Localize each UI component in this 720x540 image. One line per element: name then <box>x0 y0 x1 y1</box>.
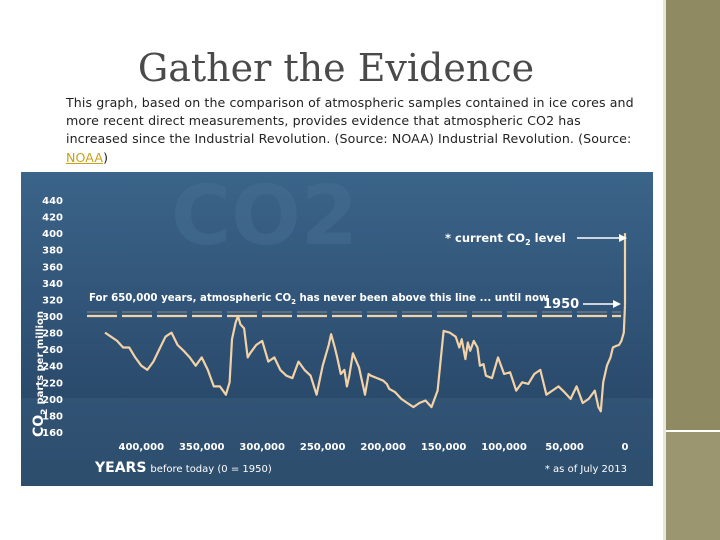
x-tick-label: 200,000 <box>360 442 406 453</box>
y-tick-label: 240 <box>42 362 63 373</box>
y-tick-label: 420 <box>42 213 63 224</box>
noaa-source-link[interactable]: NOAA <box>66 149 104 165</box>
decorative-sidebar-lower <box>666 432 720 540</box>
y-tick-label: 380 <box>42 246 63 257</box>
x-tick-label: 300,000 <box>239 442 285 453</box>
slide-description: This graph, based on the comparison of a… <box>66 94 636 167</box>
co2-ice-core-line <box>104 305 627 413</box>
x-tick-label: 50,000 <box>545 442 584 453</box>
y-tick-label: 200 <box>42 395 63 406</box>
y-tick-label: 360 <box>42 262 63 273</box>
x-tick-label: 250,000 <box>300 442 346 453</box>
ice-texture <box>21 398 653 486</box>
co2-watermark: CO2 <box>171 172 358 264</box>
x-tick-label: 400,000 <box>119 442 165 453</box>
x-axis-label: YEARS before today (0 = 1950) <box>94 460 272 476</box>
chart-background <box>21 172 653 486</box>
current-level-annotation: * current CO2 level <box>445 231 566 247</box>
x-tick-label: 350,000 <box>179 442 225 453</box>
footnote: * as of July 2013 <box>545 464 627 475</box>
current-level-arrowhead <box>619 234 627 242</box>
x-tick-label: 0 <box>622 442 629 453</box>
y-tick-label: 320 <box>42 295 63 306</box>
co2-chart: CO2 160 180 200 220 240 260 280 300 320 340 360 380… <box>21 172 653 486</box>
threshold-annotation: For 650,000 years, atmospheric CO2 has n… <box>89 293 549 306</box>
y-tick-label: 340 <box>42 279 63 290</box>
description-end: ) <box>103 149 109 165</box>
y-tick-label: 160 <box>42 428 63 439</box>
y-axis-label: CO2parts per million <box>31 311 50 437</box>
year-1950-arrowhead <box>613 300 621 308</box>
x-tick-label: 100,000 <box>481 442 527 453</box>
y-tick-label: 300 <box>42 312 63 323</box>
y-tick-label: 280 <box>42 329 63 340</box>
year-1950-label: 1950 <box>543 297 579 312</box>
slide-title: Gather the Evidence <box>137 46 535 90</box>
description-text: This graph, based on the comparison of a… <box>66 95 634 147</box>
y-tick-label: 180 <box>42 411 63 422</box>
y-tick-label: 220 <box>42 378 63 389</box>
sidebar-divider <box>666 430 720 432</box>
x-tick-label: 150,000 <box>421 442 467 453</box>
y-tick-label: 440 <box>42 196 63 207</box>
y-tick-label: 260 <box>42 345 63 356</box>
y-tick-label: 400 <box>42 229 63 240</box>
sidebar-edge <box>663 0 666 540</box>
